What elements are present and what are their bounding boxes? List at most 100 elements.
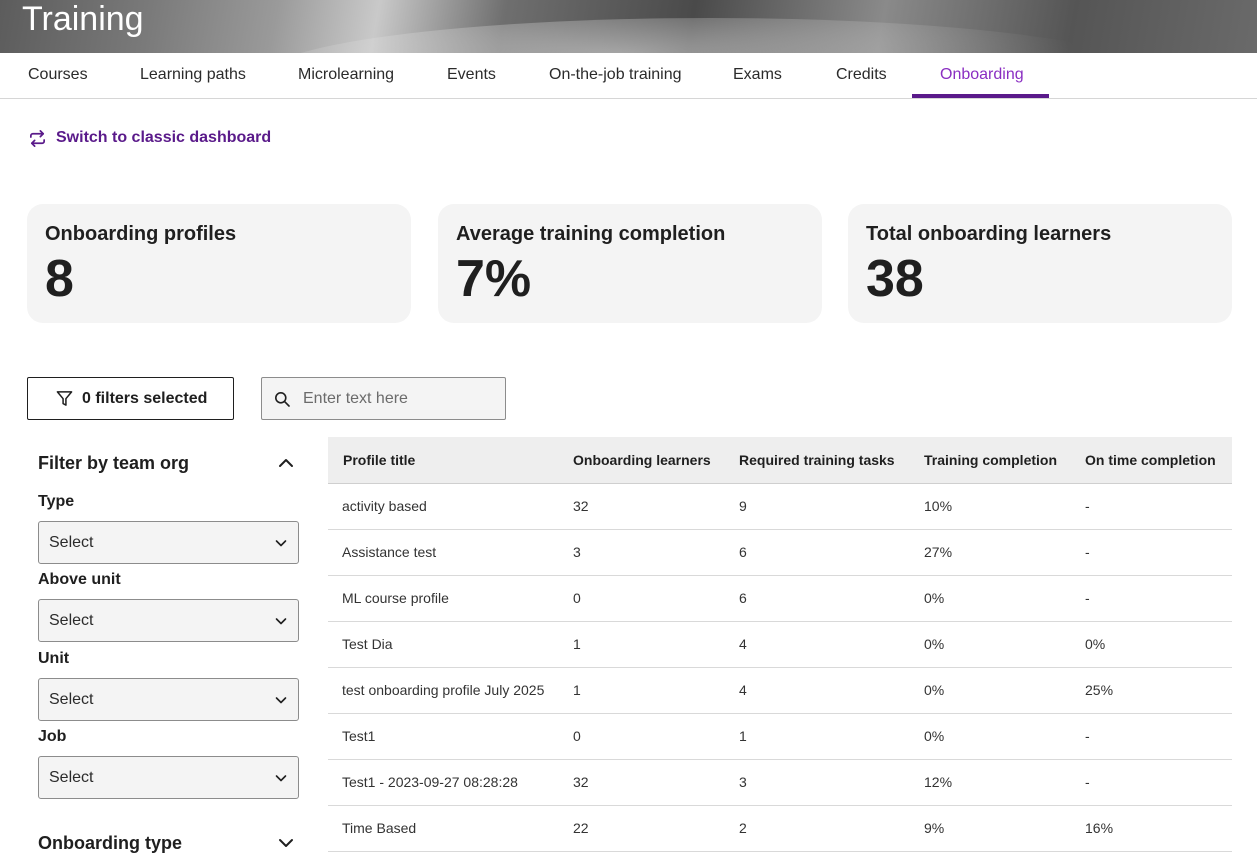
table-cell: 6 [739,544,747,560]
profile-title-cell[interactable]: activity based [342,498,427,514]
table-row[interactable]: activity based 32 9 10% - [328,484,1232,530]
table-header: Profile title Onboarding learners Requir… [328,437,1232,484]
onboarding-type-toggle[interactable]: Onboarding type [38,830,300,856]
job-label: Job [38,728,67,745]
search-icon [275,391,290,407]
chevron-down-icon [275,617,287,624]
tab-courses[interactable]: Courses [28,66,88,83]
chevron-down-icon [275,539,287,546]
stat-title: Total onboarding learners [866,223,1112,245]
table-cell: 0% [924,590,945,606]
table-cell: - [1085,498,1090,514]
filters-button[interactable]: 0 filters selected [27,377,234,420]
stat-title: Average training completion [456,223,726,245]
profile-title-cell[interactable]: test onboarding profile July 2025 [342,682,545,698]
stat-value: 7% [456,250,532,308]
page-banner: Training [0,0,1257,53]
switch-classic-dashboard-label: Switch to classic dashboard [56,129,272,146]
table-cell: 10% [924,498,953,514]
column-header-profile-title[interactable]: Profile title [343,452,416,468]
tab-on-the-job-training[interactable]: On-the-job training [549,66,682,83]
column-header-on-time-completion[interactable]: On time completion [1085,452,1216,468]
stat-title: Onboarding profiles [45,223,237,245]
stat-card-average-training-completion: Average training completion 7% [438,204,822,323]
tab-onboarding[interactable]: Onboarding [940,66,1024,83]
column-header-onboarding-learners[interactable]: Onboarding learners [573,452,711,468]
onboarding-profiles-table: Profile title Onboarding learners Requir… [328,437,1232,852]
table-cell: 22 [573,820,589,836]
stat-card-onboarding-profiles: Onboarding profiles 8 [27,204,411,323]
above-unit-select[interactable]: Select [38,599,299,642]
stat-card-total-onboarding-learners: Total onboarding learners 38 [848,204,1232,323]
tab-microlearning[interactable]: Microlearning [298,66,395,83]
table-cell: 12% [924,774,953,790]
table-cell: 0% [924,636,945,652]
table-cell: - [1085,728,1090,744]
table-cell: 9 [739,498,747,514]
table-cell: 3 [739,774,747,790]
profile-title-cell[interactable]: Assistance test [342,544,437,560]
unit-select[interactable]: Select [38,678,299,721]
chevron-down-icon [275,696,287,703]
type-select-value: Select [49,533,94,551]
unit-label: Unit [38,650,70,667]
table-body: activity based 32 9 10% - Assistance test 3 6 27… [328,484,1232,852]
table-cell: 32 [573,498,589,514]
tab-bar: Courses Learning paths Microlearning Eve… [0,53,1257,99]
profile-title-cell[interactable]: Test1 - 2023-09-27 08:28:28 [342,774,518,790]
funnel-icon [56,391,73,406]
table-cell: 16% [1085,820,1114,836]
type-select[interactable]: Select [38,521,299,564]
table-cell: 6 [739,590,747,606]
switch-classic-dashboard-link[interactable]: Switch to classic dashboard [28,128,271,148]
table-cell: 9% [924,820,945,836]
table-cell: 3 [573,544,581,560]
search-input[interactable] [303,389,493,408]
banner-decoration [260,18,1160,53]
stat-value: 38 [866,250,924,308]
column-header-required-training-tasks[interactable]: Required training tasks [739,452,895,468]
page-title: Training [22,0,144,38]
table-cell: - [1085,774,1090,790]
job-select[interactable]: Select [38,756,299,799]
table-cell: - [1085,544,1090,560]
table-row[interactable]: Test1 0 1 0% - [328,714,1232,760]
profile-title-cell[interactable]: ML course profile [342,590,449,606]
table-cell: 32 [573,774,589,790]
filter-by-team-org-title: Filter by team org [38,452,190,473]
column-header-training-completion[interactable]: Training completion [924,452,1058,468]
above-unit-label: Above unit [38,571,121,588]
table-row[interactable]: ML course profile 0 6 0% - [328,576,1232,622]
stat-value: 8 [45,250,74,308]
table-cell: 0% [924,728,945,744]
tab-exams[interactable]: Exams [733,66,782,83]
type-label: Type [38,493,75,510]
table-cell: 27% [924,544,953,560]
profile-title-cell[interactable]: Time Based [342,820,417,836]
profile-title-cell[interactable]: Test1 [342,728,376,744]
job-select-value: Select [49,768,94,786]
table-cell: 0 [573,590,581,606]
table-cell: - [1085,590,1090,606]
table-cell: 1 [739,728,747,744]
table-row[interactable]: Test Dia 1 4 0% 0% [328,622,1232,668]
tab-events[interactable]: Events [447,66,496,83]
onboarding-type-title: Onboarding type [38,832,182,853]
table-row[interactable]: Assistance test 3 6 27% - [328,530,1232,576]
tab-learning-paths[interactable]: Learning paths [140,66,246,83]
chevron-down-icon [279,839,293,847]
table-cell: 0% [924,682,945,698]
filters-button-label: 0 filters selected [82,389,208,407]
profile-title-cell[interactable]: Test Dia [342,636,393,652]
table-row[interactable]: Test1 - 2023-09-27 08:28:28 32 3 12% - [328,760,1232,806]
table-cell: 4 [739,636,747,652]
table-row[interactable]: test onboarding profile July 2025 1 4 0% 25% [328,668,1232,714]
tab-credits[interactable]: Credits [836,66,887,83]
table-cell: 4 [739,682,747,698]
table-cell: 1 [573,682,581,698]
table-cell: 1 [573,636,581,652]
table-row[interactable]: Time Based 22 2 9% 16% [328,806,1232,852]
filter-by-team-org-toggle[interactable]: Filter by team org [38,450,300,476]
table-cell: 25% [1085,682,1114,698]
active-tab-indicator [912,94,1049,98]
